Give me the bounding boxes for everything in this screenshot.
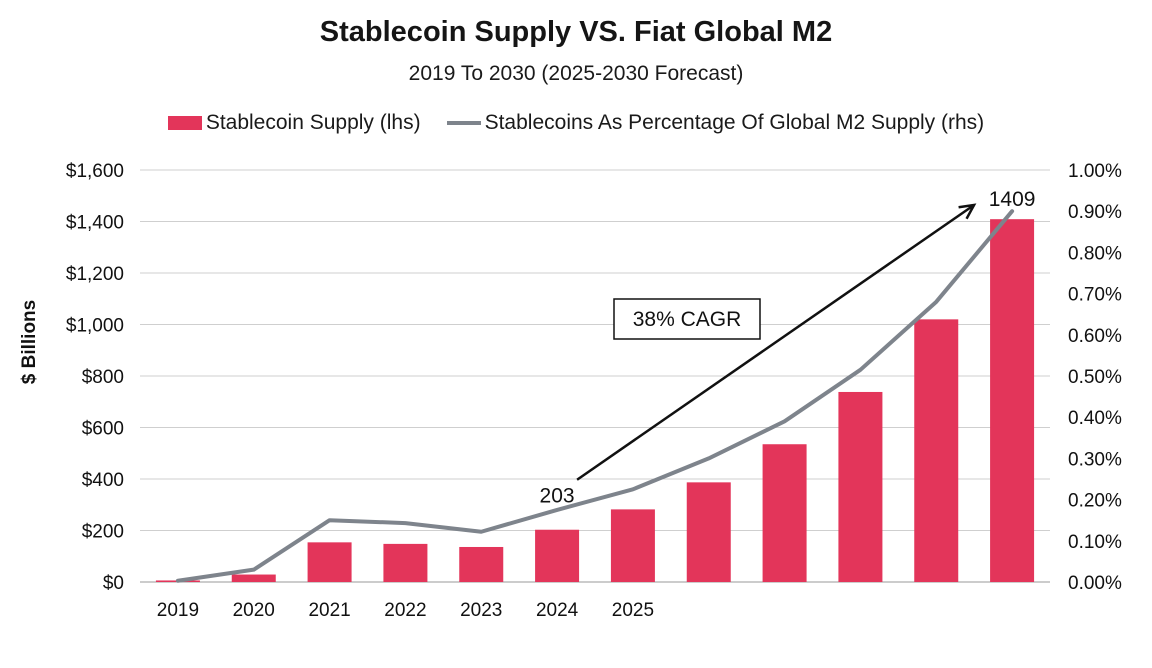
y-tick-label-left: $200 <box>82 522 124 543</box>
y-tick-label-left: $1,000 <box>66 316 124 337</box>
chart-legend: Stablecoin Supply (lhs) Stablecoins As P… <box>0 108 1152 138</box>
y-tick-label-right: 0.70% <box>1068 285 1122 306</box>
y-tick-label-left: $0 <box>103 573 124 594</box>
y-tick-label-right: 0.60% <box>1068 326 1122 347</box>
y-tick-label-left: $1,200 <box>66 264 124 285</box>
bar <box>383 543 428 582</box>
legend-swatch-line <box>446 121 481 125</box>
legend-label-bar: Stablecoin Supply (lhs) <box>205 111 421 134</box>
line-series <box>175 209 1015 583</box>
cagr-arrow-line <box>576 203 975 481</box>
start-value-label: 203 <box>540 485 575 508</box>
y-tick-label-left: $600 <box>82 419 124 440</box>
bar <box>990 219 1035 582</box>
legend-swatch-bar <box>167 116 202 130</box>
y-tick-label-right: 0.90% <box>1068 202 1122 223</box>
bar <box>459 546 504 582</box>
y-tick-label-left: $1,600 <box>66 161 124 182</box>
x-axis-ticks: 2019 2020 2021 2022 2023 2024 2025 <box>157 600 654 621</box>
y-axis-left-ticks: $0 $200 $400 $600 $800 $1,000 $1,200 $1,400 $1,6… <box>66 161 124 594</box>
y-tick-label-right: 0.30% <box>1068 449 1122 470</box>
x-tick-label: 2025 <box>612 600 654 621</box>
legend-item-line: Stablecoins As Percentage Of Global M2 S… <box>446 111 985 135</box>
chart-subtitle: 2019 To 2030 (2025-2030 Forecast) <box>408 62 744 85</box>
bar <box>307 542 352 582</box>
y-tick-label-right: 0.10% <box>1068 532 1122 553</box>
series-line <box>175 209 1015 583</box>
annotations: 203 1409 38% CAGR <box>540 188 1036 508</box>
y-tick-label-left: $1,400 <box>66 213 124 234</box>
cagr-label: 38% CAGR <box>633 308 742 331</box>
legend-label-line: Stablecoins As Percentage Of Global M2 S… <box>484 111 985 134</box>
bar <box>535 529 580 582</box>
cagr-arrow-head <box>958 203 977 220</box>
x-tick-label: 2023 <box>460 600 502 621</box>
x-tick-label: 2019 <box>157 600 199 621</box>
y-tick-label-left: $800 <box>82 367 124 388</box>
y-axis-right-ticks: 0.00% 0.10% 0.20% 0.30% 0.40% 0.50% 0.60% 0.70%… <box>1068 161 1122 594</box>
bar-series <box>155 219 1035 582</box>
bar <box>762 444 807 582</box>
end-value-label: 1409 <box>989 188 1036 211</box>
y-tick-label-right: 0.80% <box>1068 243 1122 264</box>
legend-item-bar: Stablecoin Supply (lhs) <box>167 111 421 135</box>
x-tick-label: 2021 <box>308 600 350 621</box>
cagr-box <box>613 298 761 340</box>
y-tick-label-right: 0.20% <box>1068 491 1122 512</box>
x-tick-label: 2024 <box>536 600 579 621</box>
y-tick-label-left: $400 <box>82 470 124 491</box>
bar <box>686 482 731 582</box>
bar <box>610 509 655 582</box>
y-tick-label-right: 0.40% <box>1068 408 1122 429</box>
bar <box>231 574 276 582</box>
bar <box>914 319 959 582</box>
y-tick-label-right: 0.50% <box>1068 367 1122 388</box>
gridlines <box>140 169 1050 583</box>
y-tick-label-right: 1.00% <box>1068 161 1122 182</box>
chart-title: Stablecoin Supply VS. Fiat Global M2 <box>319 16 833 48</box>
x-tick-label: 2020 <box>233 600 275 621</box>
y-tick-label-right: 0.00% <box>1068 573 1122 594</box>
x-tick-label: 2022 <box>384 600 426 621</box>
bar <box>838 391 883 582</box>
